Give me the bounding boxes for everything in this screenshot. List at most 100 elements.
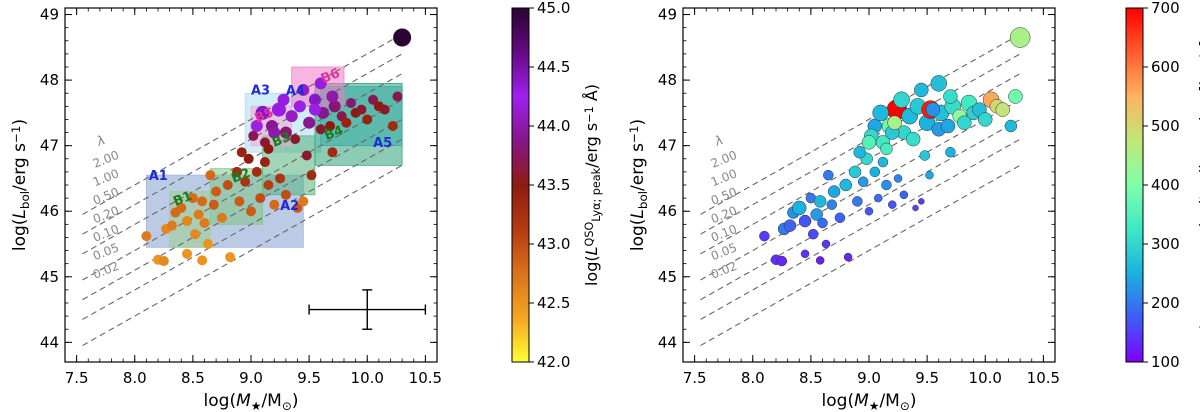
data-point: [158, 256, 169, 267]
data-point: [197, 255, 208, 266]
data-point: [222, 180, 233, 190]
data-point: [826, 199, 838, 210]
label-part: −1: [583, 106, 596, 123]
data-point: [248, 130, 259, 141]
data-point: [345, 98, 356, 109]
data-point: [308, 93, 321, 106]
data-point: [925, 102, 941, 117]
data-point: [246, 206, 256, 217]
data-point: [807, 228, 819, 240]
data-point: [141, 231, 152, 242]
bin-label-a1: A1: [149, 169, 168, 184]
data-point: [912, 204, 919, 212]
x-axis-label: log(M★/M⊙): [204, 391, 299, 412]
data-point: [925, 170, 934, 180]
colorbar-tick-label: 42.0: [537, 353, 570, 371]
data-point: [893, 91, 910, 109]
data-point: [225, 252, 236, 263]
data-point: [887, 115, 902, 130]
x-axis-label: log(M★/M⊙): [822, 391, 917, 412]
data-point: [190, 229, 201, 240]
label-part: L: [10, 209, 30, 218]
data-point: [255, 105, 270, 120]
label-part: Å): [582, 84, 601, 106]
data-point: [823, 169, 834, 181]
data-point: [834, 212, 846, 224]
data-point: [798, 214, 812, 228]
plot-content: [700, 27, 1031, 347]
data-point: [236, 147, 247, 158]
x-tick-label: 7.5: [65, 369, 89, 387]
bin-label-a4: A4: [286, 84, 305, 99]
eddington-line-0.05: [82, 138, 403, 320]
data-point: [940, 118, 956, 134]
label-part: /erg s: [628, 143, 648, 191]
data-point: [268, 126, 281, 139]
colorbar-tick-label: 600: [1151, 58, 1180, 76]
x-tick-label: 10.5: [409, 369, 442, 387]
data-point: [216, 212, 227, 223]
label-part: L: [628, 209, 648, 218]
data-point: [387, 121, 398, 131]
data-point: [202, 239, 213, 249]
data-point: [275, 173, 286, 184]
plot-content: A1 A2 A3 A4 A5 B1 B2 B3 B4 B5 B6: [82, 28, 412, 347]
data-point: [232, 166, 243, 177]
data-point: [852, 196, 863, 207]
colorbar: [511, 7, 530, 363]
bin-label-a5: A5: [373, 136, 392, 151]
data-point: [1008, 89, 1023, 104]
data-point: [263, 143, 274, 154]
data-point: [759, 230, 770, 242]
colorbar-tick-label: 500: [1151, 117, 1180, 135]
label-part: ★: [869, 399, 880, 412]
data-point: [914, 82, 929, 98]
data-point: [800, 249, 810, 259]
data-point: [279, 126, 292, 139]
bin-label-b4: B4: [322, 123, 345, 144]
colorbar-tick-label: 200: [1151, 294, 1180, 312]
bin-label-a3: A3: [251, 84, 270, 99]
data-point: [166, 220, 177, 231]
data-point: [251, 166, 262, 177]
data-point: [326, 90, 339, 103]
label-part: /M: [879, 391, 899, 411]
data-point: [280, 189, 291, 200]
data-point: [1004, 119, 1018, 133]
data-point: [240, 176, 251, 187]
data-point: [306, 170, 317, 181]
data-point: [290, 134, 301, 145]
x-tick-label: 9.0: [857, 369, 881, 387]
right-panel: λ2.001.000.500.200.100.050.027.5 8.0 8.5 9.…: [627, 0, 1200, 412]
label-part: /erg s: [582, 123, 601, 168]
data-point: [301, 150, 312, 161]
colorbar-label: Lyα mean velocity dispersion [km/s]: [1196, 41, 1200, 330]
x-tick-label: 8.0: [123, 369, 147, 387]
x-tick-label: 10.5: [1027, 369, 1060, 387]
data-point: [957, 115, 972, 130]
label-part: M: [854, 391, 869, 411]
label-part: Lyα; peak: [590, 167, 603, 221]
bin-label-b2: B2: [229, 166, 252, 187]
data-point: [810, 208, 823, 221]
colorbar-tick-label: 100: [1151, 353, 1180, 371]
bin-label-b6: B6: [319, 66, 342, 87]
colorbar-tick-label: 44.5: [537, 58, 570, 76]
data-point: [930, 75, 947, 92]
data-point: [848, 165, 862, 179]
eddington-line-0.02: [700, 164, 1021, 347]
data-point: [817, 217, 828, 229]
data-point: [943, 89, 958, 104]
bin-label-b3: B3: [270, 130, 293, 151]
eddington-line-0.10: [700, 118, 1021, 301]
y-tick-label: 46: [658, 202, 677, 220]
label-part: ★: [251, 399, 262, 412]
data-point: [392, 91, 403, 102]
data-point: [269, 199, 280, 210]
data-point: [356, 104, 367, 115]
data-point: [827, 185, 841, 198]
eddington-line-1.00: [700, 53, 1021, 235]
label-part: log(: [204, 391, 237, 411]
